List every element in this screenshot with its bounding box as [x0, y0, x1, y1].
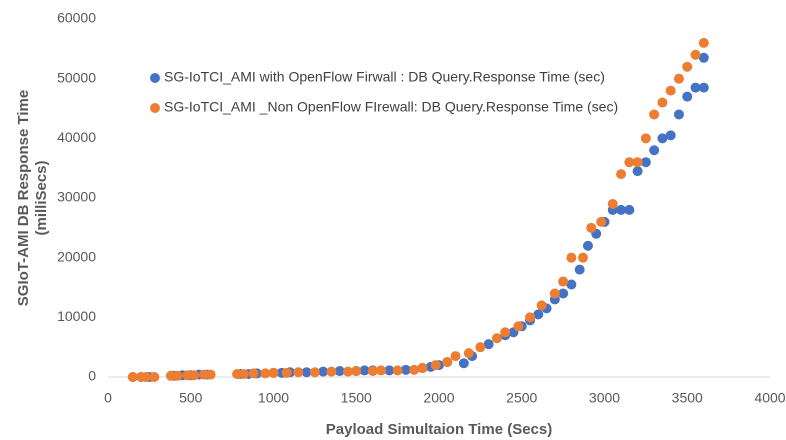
data-point — [698, 37, 709, 48]
x-tick-label: 2000 — [423, 390, 454, 406]
data-point — [491, 333, 502, 344]
data-point — [632, 166, 643, 177]
data-point — [558, 276, 569, 287]
data-point — [616, 169, 627, 180]
data-point — [665, 130, 676, 141]
data-point — [409, 364, 420, 375]
data-point — [500, 327, 511, 338]
legend-marker — [150, 103, 160, 113]
legend-text: SG-IoTCI_AMI _Non OpenFlow FIrewall: DB … — [164, 99, 618, 115]
x-axis-title: Payload Simultaion Time (Secs) — [326, 421, 552, 438]
data-point — [392, 365, 403, 376]
data-point — [640, 157, 651, 168]
data-point — [205, 369, 216, 380]
data-point — [351, 366, 362, 377]
data-point — [260, 368, 271, 379]
data-point — [690, 82, 701, 93]
y-axis-title-unit: (milliSecs) — [33, 160, 50, 235]
data-point — [549, 288, 560, 299]
data-point — [624, 157, 635, 168]
data-point — [513, 321, 524, 332]
data-point — [248, 368, 259, 379]
data-point — [616, 204, 627, 215]
data-point — [632, 157, 643, 168]
x-tick-label: 1000 — [258, 390, 289, 406]
data-point — [342, 366, 353, 377]
data-point — [238, 369, 249, 380]
data-point — [430, 360, 441, 371]
data-point — [376, 365, 387, 376]
data-point — [318, 366, 329, 377]
y-axis-title: SGIoT-AMI DB Response Time — [15, 90, 32, 306]
y-tick-label: 0 — [88, 368, 96, 384]
data-point — [475, 342, 486, 353]
data-point — [384, 365, 395, 376]
data-point — [649, 109, 660, 120]
data-point — [566, 279, 577, 290]
data-point — [268, 367, 279, 378]
data-point — [127, 372, 138, 382]
data-point — [566, 252, 577, 263]
data-point — [582, 240, 593, 251]
data-point — [400, 364, 411, 375]
y-tick-label: 40000 — [57, 129, 96, 145]
data-point — [442, 357, 453, 368]
data-point — [309, 367, 320, 378]
x-tick-label: 1500 — [341, 390, 372, 406]
data-point — [673, 109, 684, 120]
data-point — [690, 49, 701, 60]
x-tick-label: 3000 — [589, 390, 620, 406]
data-point — [682, 91, 693, 102]
data-point — [281, 367, 292, 378]
y-tick-label: 60000 — [57, 10, 96, 26]
data-point — [682, 61, 693, 72]
data-point — [607, 198, 618, 209]
data-point — [665, 85, 676, 96]
data-point — [640, 133, 651, 144]
data-point — [367, 366, 378, 377]
data-point — [417, 363, 428, 374]
data-point — [574, 264, 585, 275]
data-point — [141, 372, 152, 382]
data-point — [673, 73, 684, 84]
x-tick-label: 0 — [104, 390, 112, 406]
data-point — [450, 351, 461, 362]
data-point — [657, 133, 668, 144]
x-tick-label: 4000 — [754, 390, 785, 406]
y-tick-label: 50000 — [57, 69, 96, 85]
y-tick-label: 10000 — [57, 308, 96, 324]
y-tick-label: 20000 — [57, 248, 96, 264]
data-point — [649, 145, 660, 156]
data-point — [596, 216, 607, 227]
data-point — [698, 52, 709, 63]
data-point — [657, 97, 668, 108]
data-point — [533, 309, 544, 320]
data-point — [334, 366, 345, 377]
x-tick-label: 500 — [179, 390, 203, 406]
data-point — [558, 288, 569, 299]
data-point — [301, 367, 312, 378]
legend-text: SG-IoTCI_AMI with OpenFlow Firwall : DB … — [164, 69, 605, 85]
data-point — [624, 204, 635, 215]
x-tick-label: 2500 — [506, 390, 537, 406]
y-tick-label: 30000 — [57, 189, 96, 205]
data-point — [149, 372, 160, 382]
data-point — [536, 300, 547, 311]
data-point — [359, 365, 370, 376]
data-point — [189, 370, 200, 381]
data-point — [326, 366, 337, 377]
data-point — [586, 222, 597, 233]
data-point — [698, 82, 709, 93]
x-tick-label: 3500 — [672, 390, 703, 406]
data-point — [525, 312, 536, 323]
data-point — [458, 358, 469, 369]
data-point — [463, 348, 474, 359]
data-point — [577, 252, 588, 263]
data-point — [172, 370, 183, 381]
data-point — [293, 367, 304, 378]
legend-marker — [150, 73, 160, 83]
data-point — [483, 339, 494, 350]
